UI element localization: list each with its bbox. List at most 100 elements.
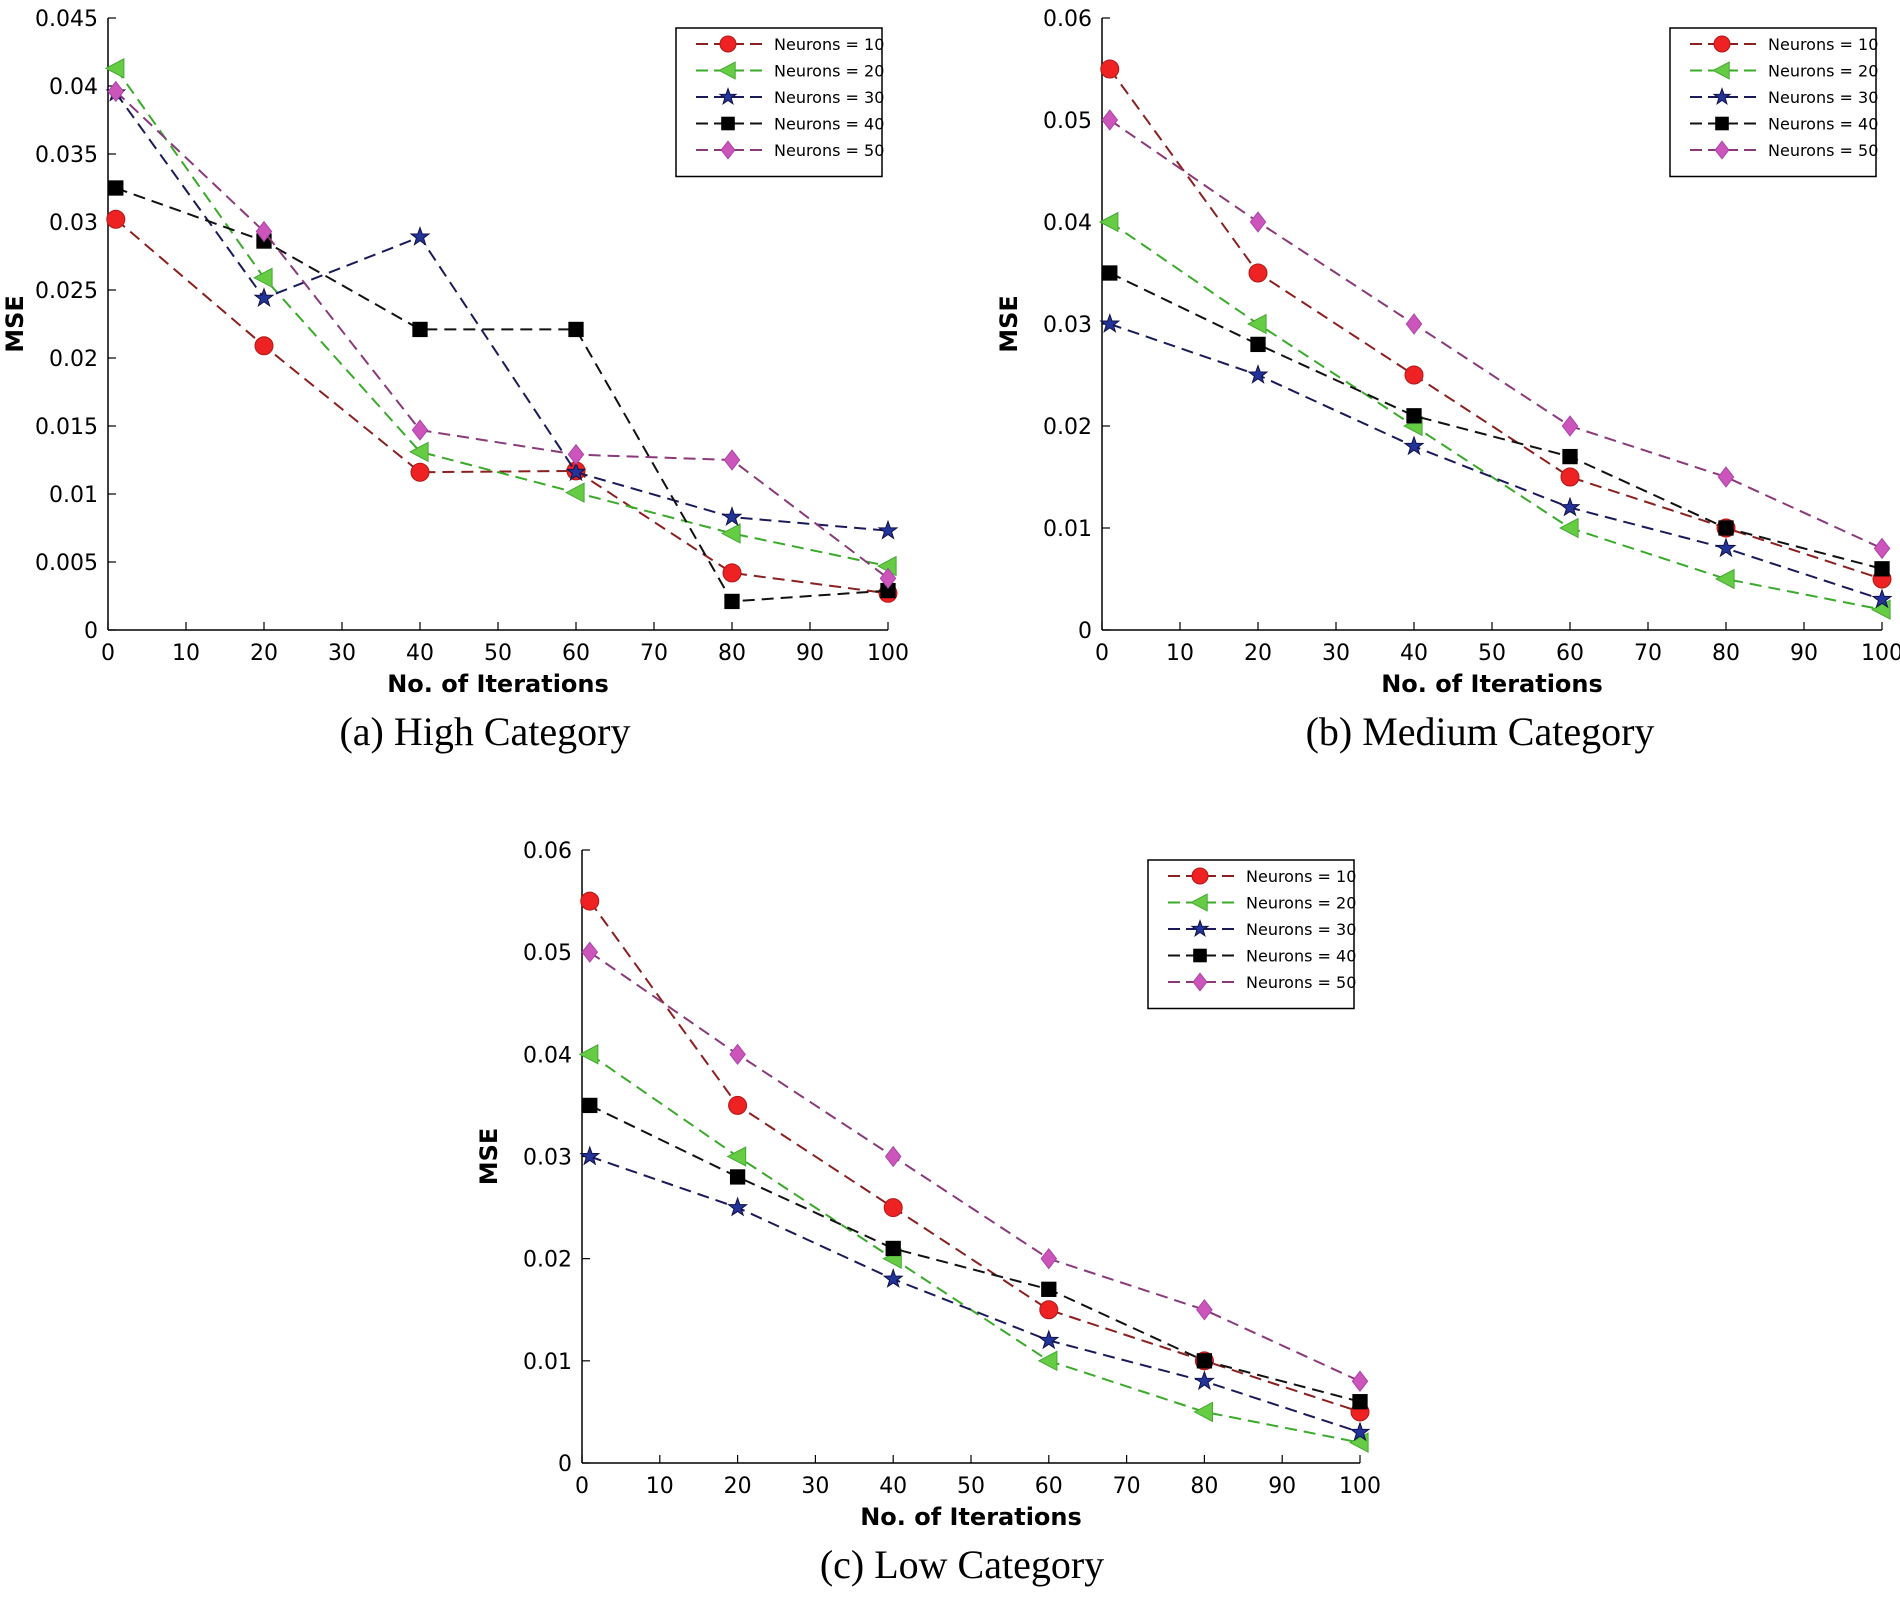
y-tick-label: 0 [84,619,98,644]
x-tick-label: 50 [484,641,512,666]
x-tick-label: 30 [801,1474,829,1499]
x-tick-label: 70 [640,641,668,666]
data-point-marker [1717,466,1735,488]
x-tick-label: 90 [1790,641,1818,666]
data-point-marker [1349,1421,1371,1442]
legend-label: Neurons = 20 [774,62,884,81]
data-point-marker [728,1095,748,1115]
legend-marker [719,35,737,53]
data-point-marker [253,267,273,289]
x-tick-label: 20 [250,641,278,666]
data-point-marker [1248,263,1268,283]
legend-box [675,27,883,178]
x-tick-label: 10 [1166,641,1194,666]
legend-marker [1191,867,1209,885]
x-tick-label: 90 [796,641,824,666]
data-point-marker [1351,1370,1369,1392]
series-line [1109,221,1883,611]
data-point-marker [565,482,585,503]
data-point-marker [1037,1350,1058,1372]
data-point-marker [882,1268,904,1288]
chart-panel-c: 0 0.01 0.02 0.03 0.04 0.05 0.06 0 10 20 30 40 50 60 70… [475,839,1381,1587]
legend-marker [718,87,738,106]
x-tick-label: 70 [1634,641,1662,666]
legend-marker [1713,35,1731,53]
x-tick-label: 40 [879,1474,907,1499]
data-point-marker [565,461,587,482]
data-point-marker [1871,588,1893,609]
x-tick-label: 0 [101,641,115,666]
series-line [1109,272,1883,570]
y-tick-label: 0.045 [35,7,98,32]
legend-marker [1714,140,1730,160]
x-tick-label: 30 [328,641,356,666]
series-line [1109,119,1883,550]
data-point-marker [729,1043,746,1066]
data-point-marker [1099,313,1121,333]
legend-label: Neurons = 30 [774,88,884,107]
x-tick-label: 60 [1556,641,1584,666]
y-tick-label: 0.03 [49,211,98,236]
data-point-marker [1406,408,1422,424]
series-4 [108,180,896,610]
chart-caption: (c) Low Category [820,1542,1104,1587]
data-point-marker [411,419,429,441]
data-point-marker [729,1169,746,1185]
series-2 [1098,211,1891,620]
legend-label: Neurons = 30 [1246,920,1356,939]
data-point-marker [877,519,899,540]
x-tick-label: 50 [1478,641,1506,666]
data-point-marker [1250,336,1266,353]
data-point-marker [1403,435,1425,456]
data-point-marker [721,523,741,544]
data-point-marker [254,336,274,356]
series-line [115,218,889,595]
x-tick-label: 50 [957,1474,985,1499]
data-point-marker [727,1196,749,1217]
data-point-marker [726,1146,747,1167]
y-tick-label: 0.05 [523,941,572,966]
y-tick-label: 0.02 [49,347,98,372]
legend-marker [1190,919,1210,938]
chart-caption: (b) Medium Category [1306,709,1655,754]
y-tick-label: 0.04 [49,75,98,100]
series-4 [582,1097,1368,1410]
legend-label: Neurons = 30 [1768,88,1878,107]
data-point-marker [410,462,430,482]
x-axis-label: No. of Iterations [860,1503,1082,1531]
data-point-marker [723,449,741,471]
y-axis-label: MSE [1,295,29,353]
y-tick-label: 0.035 [35,143,98,168]
data-point-marker [409,225,431,246]
x-tick-label: 10 [172,641,200,666]
data-point-marker [722,563,742,583]
x-tick-label: 40 [1400,641,1428,666]
series-line [589,1155,1361,1434]
x-tick-label: 20 [724,1474,752,1499]
series-line [114,92,889,532]
data-point-marker [1404,365,1424,385]
data-point-marker [1100,59,1120,79]
y-tick-label: 0.02 [523,1248,572,1273]
series-2 [104,58,897,577]
data-point-marker [1247,364,1269,384]
x-tick-label: 10 [646,1474,674,1499]
legend-label: Neurons = 10 [1768,35,1878,54]
legend-marker [1712,87,1732,106]
legend-marker [1192,972,1208,992]
legend-label: Neurons = 20 [1768,62,1878,81]
legend: Neurons = 10 Neurons = 20 Neurons = 30 Neur… [1669,27,1878,178]
data-point-marker [568,321,584,338]
data-point-marker [885,1240,901,1257]
series-3 [579,1145,1371,1442]
y-tick-label: 0.06 [1043,7,1092,32]
series-line [589,951,1361,1383]
y-tick-label: 0.02 [1043,415,1092,440]
data-point-marker [567,443,585,466]
data-point-marker [721,506,743,527]
data-point-marker [884,1145,902,1168]
data-point-marker [1559,517,1579,539]
x-tick-label: 100 [1861,641,1900,666]
data-point-marker [108,180,124,196]
legend-box [1669,27,1877,178]
